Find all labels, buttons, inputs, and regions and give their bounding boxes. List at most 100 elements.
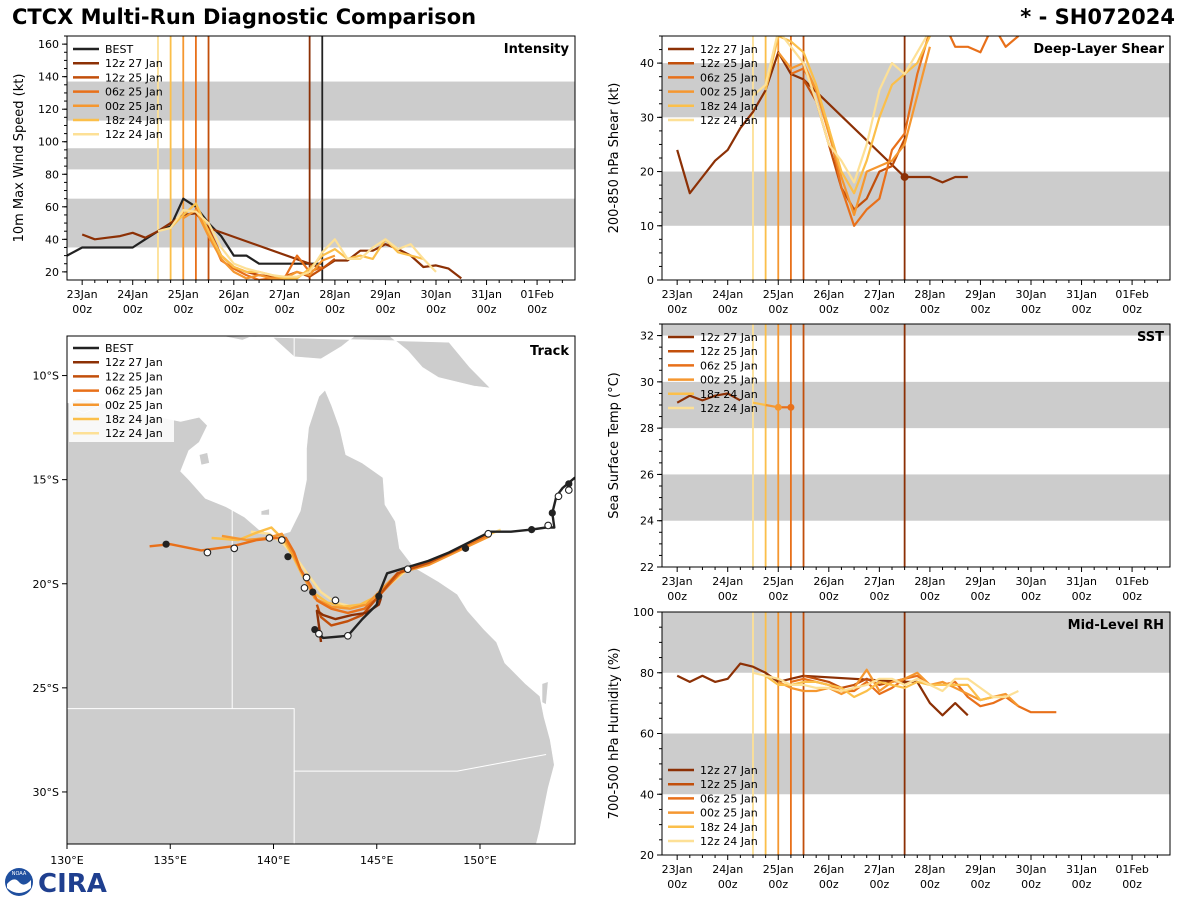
track-title: Track (530, 344, 569, 359)
intensity-ytick-label: 140 (38, 71, 59, 84)
sst-ytick-label: 26 (640, 468, 654, 481)
intensity-ylabel: 10m Max Wind Speed (kt) (12, 74, 27, 243)
track-fix-dot (528, 526, 536, 534)
rh-xtick-label: 29Jan (965, 863, 996, 876)
sst-xtick-label: 28Jan (914, 575, 945, 588)
sst-ytick-label: 32 (640, 330, 654, 343)
track-xtick-label: 150°E (463, 854, 496, 867)
sst-xtick-label: 00z (971, 590, 991, 603)
intensity-series-line (169, 202, 424, 280)
intensity-xtick-label: 24Jan (117, 288, 148, 301)
cira-logo: NOAA CIRA (5, 868, 107, 898)
track-line (312, 476, 575, 640)
sst-ytick-label: 28 (640, 422, 654, 435)
sst-legend-label: 00z 25 Jan (700, 374, 758, 387)
shear-legend-label: 06z 25 Jan (700, 71, 758, 84)
shear-xtick-label: 23Jan (662, 288, 693, 301)
rh-xtick-label: 01Feb (1115, 863, 1148, 876)
rh-xtick-label: 31Jan (1066, 863, 1097, 876)
shear-xtick-label: 25Jan (763, 288, 794, 301)
shear-legend-label: 12z 27 Jan (700, 43, 758, 56)
intensity-legend-label: 12z 27 Jan (105, 57, 163, 70)
rh-legend-label: 12z 27 Jan (700, 764, 758, 777)
rh-legend-label: 06z 25 Jan (700, 792, 758, 805)
rh-legend-label: 18z 24 Jan (700, 821, 758, 834)
shear-ytick-label: 40 (640, 57, 654, 70)
shear-xtick-label: 00z (1021, 303, 1041, 316)
shear-xtick-label: 01Feb (1115, 288, 1148, 301)
sst-xtick-label: 00z (1021, 590, 1041, 603)
sst-legend-label: 06z 25 Jan (700, 359, 758, 372)
rh-plot-area (662, 612, 1170, 855)
track-plot-area (67, 336, 575, 844)
shear-xtick-label: 00z (1122, 303, 1142, 316)
track-fix-open (484, 529, 493, 538)
sst-legend-label: 12z 25 Jan (700, 345, 758, 358)
intensity-xtick-label: 27Jan (269, 288, 300, 301)
rh-xtick-label: 26Jan (813, 863, 844, 876)
rh-xtick-label: 00z (819, 878, 839, 891)
intensity-xtick-label: 00z (426, 303, 446, 316)
sst-ytick-label: 24 (640, 515, 654, 528)
track-ytick-label: 25°S (33, 682, 59, 695)
intensity-plot-area (67, 36, 575, 280)
intensity-band (67, 148, 575, 170)
land-new-guinea (221, 336, 492, 389)
intensity-series-line (157, 209, 437, 278)
track-fix-open (277, 536, 286, 544)
rh-xtick-label: 25Jan (763, 863, 794, 876)
sst-xtick-label: 30Jan (1016, 575, 1047, 588)
track-fix-open (403, 565, 412, 574)
sst-xtick-label: 31Jan (1066, 575, 1097, 588)
shear-legend-label: 12z 25 Jan (700, 57, 758, 70)
intensity-ytick-label: 20 (45, 266, 59, 279)
rh-xtick-label: 30Jan (1016, 863, 1047, 876)
track-fix-open (230, 544, 239, 553)
rh-xtick-label: 00z (1021, 878, 1041, 891)
intensity-ytick-label: 100 (38, 136, 59, 149)
shear-xtick-label: 27Jan (864, 288, 895, 301)
shear-xtick-label: 28Jan (914, 288, 945, 301)
track-legend-label: 18z 24 Jan (105, 413, 163, 426)
rh-xtick-label: 00z (971, 878, 991, 891)
track-fix-open (300, 584, 309, 592)
track-frame (66, 335, 576, 845)
track-fix-open (302, 573, 311, 582)
rh-ylabel: 700-500 hPa Humidity (%) (607, 648, 622, 820)
rh-xtick-label: 23Jan (662, 863, 693, 876)
sst-ytick-label: 22 (640, 561, 654, 574)
shear-xtick-label: 24Jan (712, 288, 743, 301)
intensity-xtick-label: 28Jan (319, 288, 350, 301)
rh-ytick-label: 80 (640, 667, 654, 680)
track-xtick-label: 140°E (257, 854, 290, 867)
shear-ytick-label: 20 (640, 166, 654, 179)
intensity-xtick-label: 00z (224, 303, 244, 316)
shear-xtick-label: 31Jan (1066, 288, 1097, 301)
intensity-ytick-label: 160 (38, 38, 59, 51)
intensity-band (67, 81, 575, 121)
shear-xtick-label: 30Jan (1016, 288, 1047, 301)
track-legend-label: BEST (105, 342, 133, 355)
rh-series-line (752, 671, 1019, 699)
intensity-legend-label: 18z 24 Jan (105, 114, 163, 127)
rh-series-line (764, 674, 1006, 702)
rh-ytick-label: 40 (640, 788, 654, 801)
track-fix-dot (548, 509, 556, 517)
track-fix-open (343, 631, 352, 640)
intensity-ytick-label: 40 (45, 233, 59, 246)
rh-band (662, 612, 1170, 673)
intensity-xtick-label: 00z (376, 303, 396, 316)
sst-xtick-label: 29Jan (965, 575, 996, 588)
track-xtick-label: 130°E (50, 854, 83, 867)
intensity-legend-label: 06z 25 Jan (105, 86, 163, 99)
track-fix-open (564, 486, 573, 494)
shear-xtick-label: 00z (667, 303, 687, 316)
shear-ytick-label: 0 (647, 274, 654, 287)
shear-series-line (752, 36, 929, 184)
track-fix-dot (162, 540, 170, 548)
intensity-xtick-label: 00z (477, 303, 497, 316)
rh-legend-label: 00z 25 Jan (700, 807, 758, 820)
track-xtick-label: 135°E (154, 854, 187, 867)
shear-xtick-label: 26Jan (813, 288, 844, 301)
